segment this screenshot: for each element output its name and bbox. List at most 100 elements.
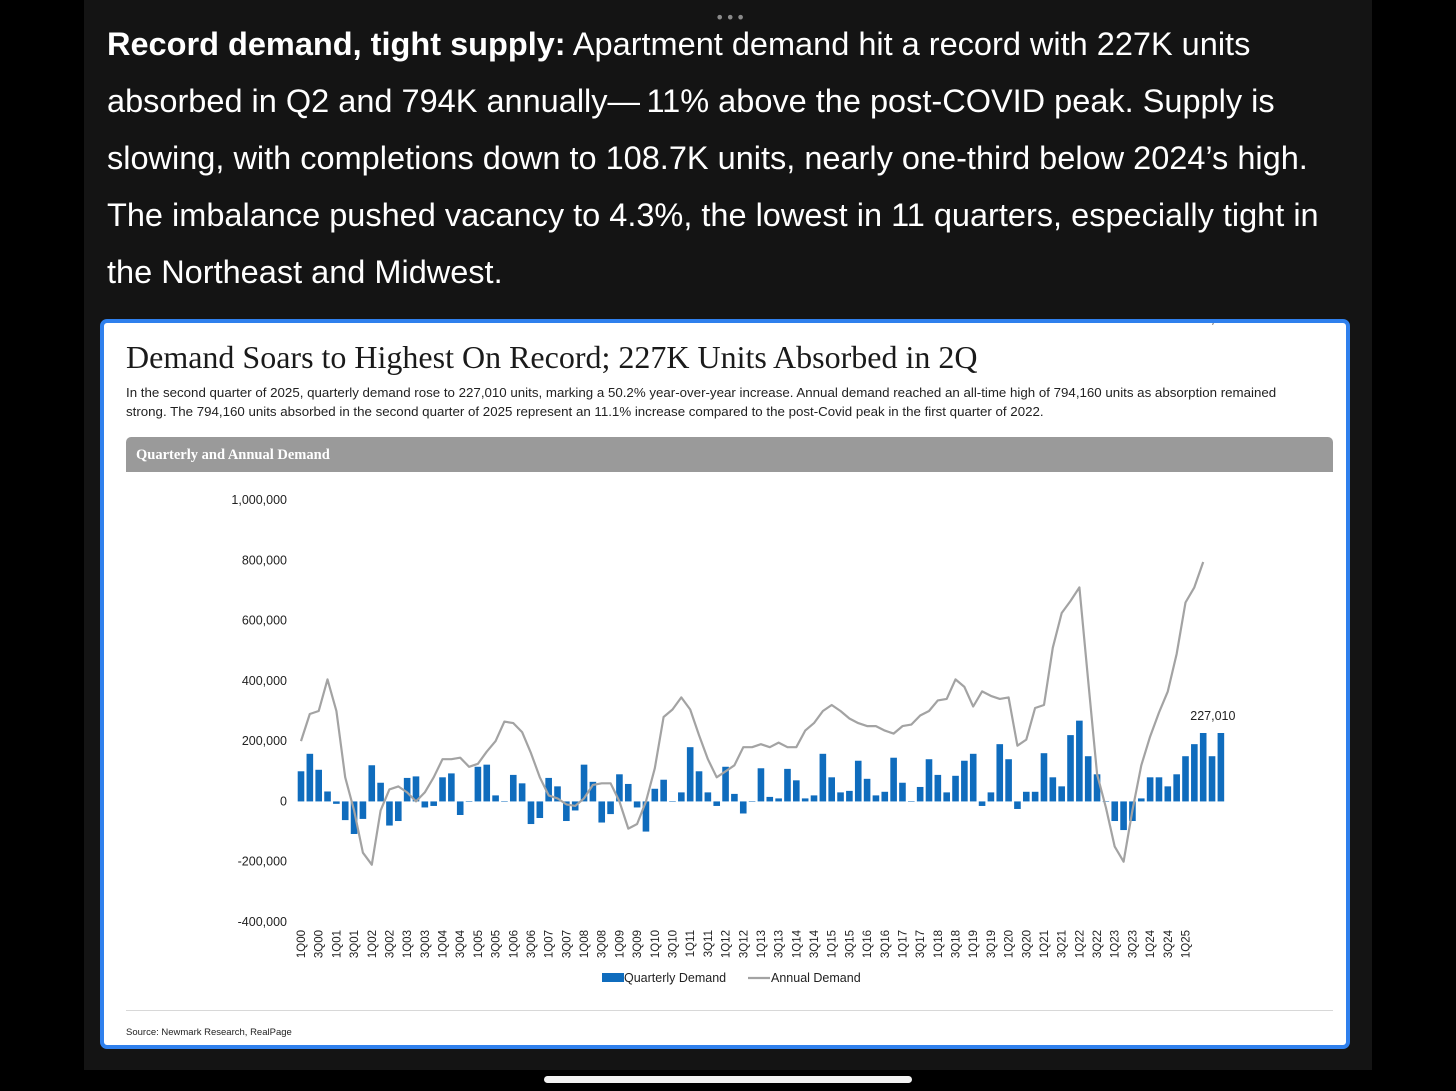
quarterly-demand-bar (377, 782, 384, 802)
quarterly-demand-bar (1146, 777, 1154, 802)
x-tick-label: 3Q05 (491, 930, 503, 958)
y-tick-label: 400,000 (242, 674, 287, 688)
quarterly-demand-bar (324, 791, 331, 802)
quarterly-demand-bar (748, 801, 756, 802)
quarterly-demand-bar (642, 801, 650, 832)
quarterly-demand-bar (624, 783, 632, 802)
x-tick-label: 3Q23 (1127, 930, 1139, 958)
quarterly-demand-bar (1005, 759, 1012, 802)
x-tick-label: 1Q08 (579, 930, 591, 958)
x-tick-label: 1Q09 (614, 930, 626, 958)
quarterly-demand-bar (306, 753, 314, 802)
quarterly-demand-bar (775, 798, 782, 802)
x-tick-label: 3Q22 (1092, 930, 1104, 958)
x-tick-label: 3Q19 (986, 930, 998, 958)
legend-quarterly-label: Quarterly Demand (624, 971, 726, 985)
x-tick-label: 3Q20 (1021, 930, 1033, 958)
quarterly-demand-bar (1173, 774, 1180, 802)
quarterly-demand-bar (837, 792, 844, 802)
more-options-icon[interactable]: ••• (715, 8, 747, 27)
quarterly-demand-bar (439, 777, 446, 802)
divider (126, 1010, 1333, 1011)
quarterly-demand-bar (969, 753, 977, 802)
quarterly-demand-bar (589, 781, 597, 802)
quarterly-demand-bar (784, 768, 791, 802)
quarterly-demand-bar (633, 801, 641, 808)
quarterly-demand-bar (518, 783, 526, 802)
chart-section-label: Quarterly and Annual Demand (136, 447, 330, 463)
quarterly-demand-bar (810, 795, 818, 802)
quarterly-demand-bar (686, 747, 694, 802)
x-tick-label: 1Q13 (756, 930, 768, 958)
quarterly-demand-bar (394, 801, 402, 822)
x-tick-label: 3Q11 (703, 930, 715, 957)
quarterly-demand-bar (616, 774, 623, 802)
quarterly-demand-bar (359, 801, 367, 819)
x-tick-label: 3Q14 (809, 929, 821, 958)
quarterly-demand-bar (412, 776, 420, 802)
quarterly-demand-bar (536, 801, 544, 819)
quarterly-demand-bar (1217, 733, 1225, 802)
quarterly-demand-bar (1164, 786, 1172, 802)
x-tick-label: 3Q03 (420, 930, 432, 958)
quarterly-demand-bar (465, 801, 473, 802)
x-tick-label: 3Q10 (667, 930, 679, 958)
x-tick-label: 1Q23 (1110, 930, 1122, 958)
quarterly-demand-bar (819, 753, 827, 802)
x-tick-label: 3Q00 (314, 930, 326, 958)
quarterly-demand-bar (527, 801, 535, 825)
home-indicator[interactable] (544, 1076, 912, 1083)
quarterly-demand-bar (1022, 791, 1030, 802)
quarterly-demand-bar (996, 744, 1004, 802)
quarterly-demand-bar (739, 801, 747, 814)
quarterly-demand-bar (1191, 744, 1198, 802)
quarterly-demand-bar (297, 771, 305, 802)
quarterly-demand-bar (580, 764, 588, 802)
quarterly-demand-bar (368, 765, 376, 802)
quarterly-demand-bar (386, 801, 393, 826)
quarterly-demand-bar (350, 801, 358, 834)
quarterly-demand-bar (403, 777, 411, 802)
intro-paragraph: Record demand, tight supply: Apartment d… (107, 16, 1347, 301)
quarterly-demand-bar (828, 777, 835, 802)
quarterly-demand-bar (1155, 777, 1163, 802)
quarterly-demand-bar (509, 774, 517, 802)
quarterly-demand-bar (695, 771, 703, 802)
quarterly-demand-bar (1067, 735, 1074, 802)
quarterly-demand-bar (669, 801, 676, 802)
quarterly-demand-bar (916, 786, 924, 802)
x-tick-label: 1Q02 (367, 930, 379, 958)
y-tick-label: -200,000 (238, 855, 287, 869)
quarterly-demand-bar (1084, 756, 1092, 802)
y-tick-label: 200,000 (242, 734, 287, 748)
quarterly-demand-bar (448, 773, 455, 802)
quarterly-demand-bar (333, 801, 340, 804)
quarterly-demand-bar (704, 792, 712, 802)
quarterly-demand-bar (890, 757, 897, 802)
y-tick-label: 0 (280, 794, 287, 808)
quarterly-demand-bar (1120, 801, 1127, 831)
x-tick-label: 1Q10 (650, 930, 662, 958)
quarterly-demand-bar (341, 801, 349, 821)
y-tick-label: 600,000 (242, 614, 287, 628)
quarterly-demand-bar (934, 774, 942, 802)
quarterly-demand-bar (722, 766, 729, 802)
quarterly-demand-bar (545, 777, 552, 802)
quarterly-demand-bar (421, 801, 429, 808)
quarterly-demand-bar (961, 760, 968, 802)
x-tick-label: 1Q01 (331, 930, 343, 958)
x-tick-label: 3Q17 (915, 930, 927, 958)
x-tick-label: 3Q16 (880, 930, 892, 958)
quarterly-demand-bar (598, 801, 606, 823)
chart-card-title: Demand Soars to Highest On Record; 227K … (126, 339, 978, 375)
source-note: Source: Newmark Research, RealPage (126, 1027, 292, 1038)
x-tick-label: 3Q12 (738, 930, 750, 958)
quarterly-demand-bar (1182, 756, 1189, 802)
x-tick-label: 1Q03 (402, 930, 414, 958)
quarterly-demand-bar (651, 788, 659, 802)
legend-quarterly-swatch (602, 973, 624, 982)
quarterly-demand-bar (925, 759, 933, 802)
x-tick-label: 1Q11 (685, 930, 697, 957)
x-tick-label: 1Q07 (544, 930, 556, 958)
x-tick-label: 1Q05 (473, 930, 485, 958)
